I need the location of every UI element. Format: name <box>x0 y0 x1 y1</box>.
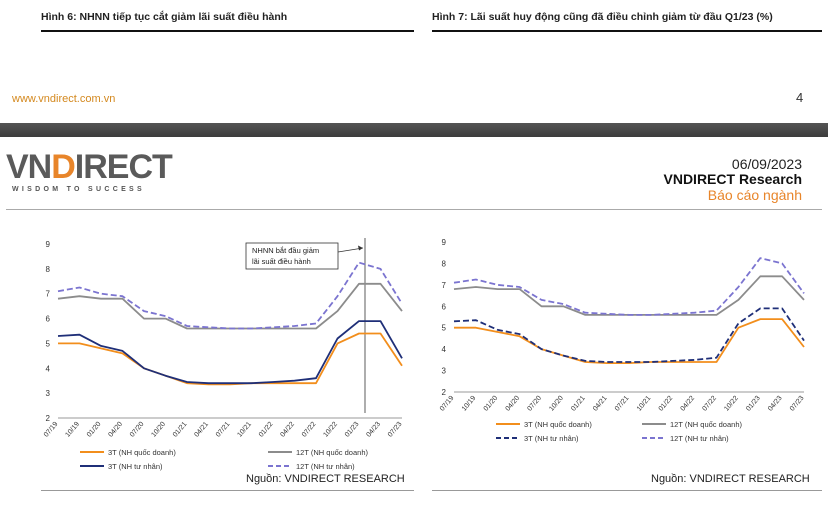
y-tick-label: 5 <box>46 339 51 348</box>
y-tick-label: 4 <box>46 364 51 373</box>
logo-text-irect: IRECT <box>74 148 173 186</box>
x-tick-label: 01/20 <box>86 421 103 439</box>
y-tick-label: 7 <box>46 290 51 299</box>
y-tick-label: 8 <box>442 259 447 268</box>
page-divider-band <box>0 123 828 137</box>
legend-label-0: 3T (NH quốc doanh) <box>524 420 592 429</box>
y-tick-label: 9 <box>442 238 447 247</box>
series-line-3 <box>57 261 403 330</box>
x-tick-label: 04/21 <box>193 421 210 439</box>
x-tick-label: 07/20 <box>526 395 543 413</box>
y-tick-label: 3 <box>46 389 51 398</box>
legend-label-2: 3T (NH tư nhân) <box>108 462 163 471</box>
legend-label-1: 12T (NH quốc doanh) <box>670 420 742 429</box>
x-tick-label: 04/22 <box>680 395 697 413</box>
x-tick-label: 01/21 <box>172 421 189 439</box>
annotation-text-line2: lãi suất điều hành <box>252 257 311 266</box>
series-line-0 <box>58 332 403 386</box>
y-tick-label: 3 <box>442 367 447 376</box>
logo-text-vn: VN <box>6 148 52 186</box>
logo-tagline: WISDOM TO SUCCESS <box>12 186 145 193</box>
x-tick-label: 07/23 <box>387 421 404 439</box>
legend-label-1: 12T (NH quốc doanh) <box>296 448 368 457</box>
series-line-1 <box>57 282 403 330</box>
figure7-source: Nguồn: VNDIRECT RESEARCH <box>651 473 810 485</box>
figure7-title: Hình 7: Lãi suất huy động cũng đã điều c… <box>432 11 773 23</box>
series-line-0 <box>454 318 805 364</box>
x-tick-label: 10/21 <box>636 395 653 413</box>
x-tick-label: 01/22 <box>658 395 675 413</box>
header-divider <box>6 209 822 210</box>
legend-label-3: 12T (NH tư nhân) <box>296 462 355 471</box>
logo-text-d: D <box>51 148 76 186</box>
annotation-arrowhead <box>358 245 363 251</box>
y-tick-label: 6 <box>442 302 447 311</box>
x-tick-label: 07/22 <box>701 395 718 413</box>
x-tick-label: 07/21 <box>614 395 631 413</box>
x-tick-label: 07/20 <box>129 421 146 439</box>
website-link[interactable]: www.vndirect.com.vn <box>12 93 116 105</box>
x-tick-label: 10/21 <box>236 421 253 439</box>
x-tick-label: 01/20 <box>483 395 500 413</box>
x-tick-label: 04/22 <box>279 421 296 439</box>
y-tick-label: 4 <box>442 345 447 354</box>
report-date: 06/09/2023 <box>731 156 802 172</box>
x-tick-label: 10/22 <box>723 395 740 413</box>
x-tick-label: 01/23 <box>344 421 361 439</box>
x-tick-label: 07/19 <box>43 421 60 439</box>
x-tick-label: 04/21 <box>592 395 609 413</box>
figure6-title: Hình 6: NHNN tiếp tục cắt giảm lãi suất … <box>41 11 288 23</box>
legend-label-2: 3T (NH tư nhân) <box>524 434 579 443</box>
x-tick-label: 07/22 <box>301 421 318 439</box>
report-brand: VNDIRECT Research <box>663 171 803 187</box>
x-tick-label: 07/23 <box>789 395 806 413</box>
figure7-chart: 2 3 4 5 6 7 8 9 07/19 10/19 01/20 04/20 07/20 10/20 01… <box>439 238 806 443</box>
x-tick-label: 01/22 <box>258 421 275 439</box>
x-tick-label: 04/23 <box>365 421 382 439</box>
x-tick-label: 07/21 <box>215 421 232 439</box>
x-tick-label: 04/20 <box>107 421 124 439</box>
figure6-bottom-rule <box>41 490 414 491</box>
figure6-chart: 2 3 4 5 6 7 8 9 07/19 10/19 01/20 04/20 07/20 10/20 01… <box>43 238 404 471</box>
x-tick-label: 10/19 <box>461 395 478 413</box>
series-line-1 <box>453 275 805 316</box>
figure7-bottom-rule <box>432 490 822 491</box>
y-tick-label: 7 <box>442 281 447 290</box>
figure7-title-rule <box>432 30 822 32</box>
series-line-3 <box>453 257 805 316</box>
y-tick-label: 6 <box>46 315 51 324</box>
legend-label-0: 3T (NH quốc doanh) <box>108 448 176 457</box>
x-tick-label: 01/21 <box>570 395 587 413</box>
annotation-box <box>245 242 339 270</box>
x-tick-label: 10/20 <box>548 395 565 413</box>
report-type: Báo cáo ngành <box>707 187 802 203</box>
figure6-title-rule <box>41 30 414 32</box>
x-tick-label: 04/23 <box>767 395 784 413</box>
x-tick-label: 01/23 <box>745 395 762 413</box>
y-tick-label: 2 <box>442 388 447 397</box>
figure6-source: Nguồn: VNDIRECT RESEARCH <box>246 473 405 485</box>
legend-label-3: 12T (NH tư nhân) <box>670 434 729 443</box>
series-line-2 <box>57 320 403 385</box>
x-tick-label: 10/19 <box>64 421 81 439</box>
y-tick-label: 9 <box>46 240 51 249</box>
y-tick-label: 2 <box>46 414 51 423</box>
page-number: 4 <box>796 90 804 105</box>
series-line-2 <box>453 307 805 363</box>
x-tick-label: 04/20 <box>505 395 522 413</box>
x-tick-label: 10/20 <box>150 421 167 439</box>
x-tick-label: 10/22 <box>322 421 339 439</box>
annotation-text-line1: NHNN bắt đầu giảm <box>252 246 319 255</box>
vndirect-logo: VNDIRECT <box>6 148 173 186</box>
y-tick-label: 8 <box>46 265 51 274</box>
x-tick-label: 07/19 <box>439 395 456 413</box>
y-tick-label: 5 <box>442 324 447 333</box>
